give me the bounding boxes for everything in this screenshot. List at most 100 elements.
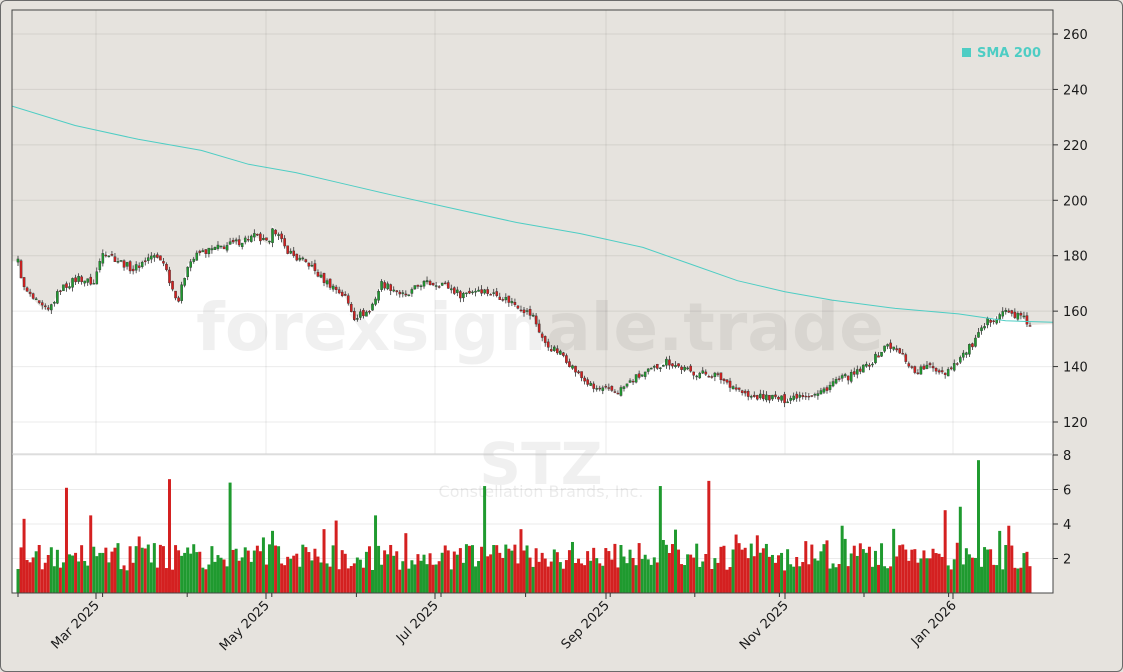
volume-bar bbox=[928, 558, 932, 593]
candle bbox=[910, 366, 914, 368]
volume-bar bbox=[737, 543, 741, 593]
price-tick-label: 120 bbox=[1063, 416, 1088, 431]
candle bbox=[610, 386, 614, 391]
volume-bar bbox=[392, 555, 396, 593]
candle bbox=[143, 260, 147, 263]
candle bbox=[492, 292, 495, 294]
volume-bar bbox=[252, 550, 256, 593]
candle bbox=[707, 375, 711, 378]
time-tick-label: Jan 2026 bbox=[908, 598, 960, 650]
volume-bar bbox=[349, 566, 353, 593]
volume-bar bbox=[492, 545, 496, 593]
volume-bar bbox=[513, 544, 517, 593]
candle bbox=[471, 291, 474, 294]
candle bbox=[180, 284, 183, 301]
volume-bar bbox=[840, 525, 844, 593]
candle bbox=[659, 367, 662, 370]
candle bbox=[328, 278, 332, 288]
volume-bar bbox=[555, 552, 559, 593]
candle bbox=[365, 311, 368, 317]
volume-bar bbox=[89, 515, 93, 593]
volume-bar bbox=[637, 543, 641, 593]
time-tick-label: Jul 2025 bbox=[393, 598, 442, 647]
volume-bar bbox=[895, 556, 899, 593]
candle bbox=[922, 365, 926, 370]
volume-bar bbox=[346, 568, 350, 593]
candle bbox=[834, 379, 838, 384]
volume-bar bbox=[40, 569, 44, 593]
candle bbox=[268, 240, 271, 243]
candle bbox=[125, 262, 129, 267]
candle bbox=[525, 310, 529, 312]
candle bbox=[977, 332, 980, 338]
volume-bar bbox=[701, 561, 705, 593]
volume-bar bbox=[422, 554, 426, 593]
volume-bar bbox=[643, 554, 647, 593]
candle bbox=[580, 371, 583, 379]
candle bbox=[313, 263, 317, 271]
volume-bar bbox=[431, 564, 435, 593]
volume-bar bbox=[558, 562, 562, 593]
volume-bar bbox=[134, 546, 138, 593]
volume-bar bbox=[125, 570, 129, 593]
candle bbox=[219, 245, 223, 248]
volume-bar bbox=[443, 545, 447, 593]
candle bbox=[1019, 312, 1023, 316]
volume-bar bbox=[152, 543, 156, 593]
candle bbox=[389, 284, 392, 291]
volume-bar bbox=[786, 549, 790, 593]
volume-bar bbox=[519, 529, 523, 593]
volume-bar bbox=[480, 546, 484, 593]
volume-bar bbox=[389, 544, 393, 593]
candle bbox=[428, 280, 432, 286]
volume-bar bbox=[574, 562, 577, 593]
candle bbox=[889, 342, 892, 349]
candle bbox=[119, 260, 123, 262]
candle bbox=[943, 372, 947, 375]
volume-bar bbox=[783, 570, 787, 593]
volume-bar bbox=[180, 555, 184, 593]
candle bbox=[225, 245, 229, 251]
volume-bar bbox=[471, 545, 474, 593]
volume-bar bbox=[719, 546, 723, 593]
volume-bar bbox=[71, 555, 75, 593]
volume-bar bbox=[358, 559, 362, 593]
price-tick-label: 160 bbox=[1063, 305, 1088, 320]
candle bbox=[852, 371, 856, 375]
candle bbox=[628, 380, 632, 383]
volume-bar bbox=[667, 552, 671, 593]
candle bbox=[228, 241, 232, 245]
volume-bar bbox=[913, 549, 917, 593]
volume-bar bbox=[416, 554, 420, 593]
candle bbox=[589, 382, 592, 386]
volume-bar bbox=[434, 564, 438, 593]
candle bbox=[737, 387, 741, 390]
candle bbox=[192, 258, 196, 262]
volume-bar bbox=[461, 562, 465, 593]
volume-bar bbox=[52, 566, 56, 593]
candle bbox=[213, 247, 217, 251]
volume-bar bbox=[283, 565, 287, 593]
candle bbox=[501, 299, 505, 301]
candle bbox=[819, 390, 823, 395]
volume-bar bbox=[595, 558, 599, 593]
candle bbox=[507, 295, 511, 303]
candle bbox=[998, 314, 1001, 320]
candle bbox=[946, 369, 950, 377]
candle bbox=[131, 268, 135, 272]
volume-bar bbox=[861, 549, 865, 593]
volume-bar bbox=[116, 543, 120, 593]
volume-bar bbox=[801, 562, 805, 593]
candle bbox=[577, 371, 580, 374]
candle bbox=[846, 375, 850, 381]
volume-bar bbox=[716, 562, 720, 593]
candle bbox=[165, 264, 168, 270]
candle bbox=[334, 286, 338, 290]
candle bbox=[422, 281, 426, 287]
volume-bar bbox=[222, 559, 226, 593]
candle bbox=[50, 304, 53, 311]
candle bbox=[771, 394, 774, 400]
candle bbox=[731, 386, 735, 390]
candle bbox=[804, 395, 808, 398]
candle bbox=[513, 302, 517, 305]
